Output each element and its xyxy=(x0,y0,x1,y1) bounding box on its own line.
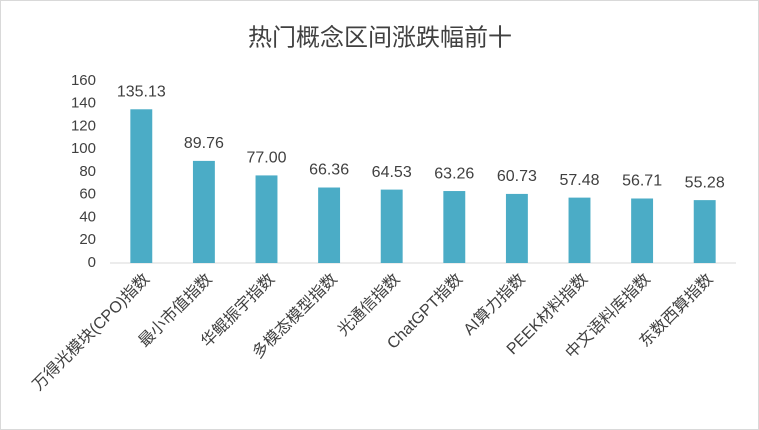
bar xyxy=(380,189,403,263)
bar xyxy=(568,197,591,263)
y-tick-label: 160 xyxy=(71,72,96,89)
y-tick-label: 120 xyxy=(71,117,96,134)
value-label: 66.36 xyxy=(309,162,349,179)
chart-title: 热门概念区间涨跌幅前十 xyxy=(248,24,512,52)
y-tick-label: 140 xyxy=(71,95,96,112)
value-label: 60.73 xyxy=(497,168,537,185)
bar xyxy=(130,109,153,263)
y-tick-label: 100 xyxy=(71,140,96,157)
value-label: 55.28 xyxy=(685,174,725,191)
value-label: 89.76 xyxy=(184,135,224,152)
value-label: 57.48 xyxy=(559,172,599,189)
bar xyxy=(631,198,654,263)
value-label: 135.13 xyxy=(117,84,166,101)
bar xyxy=(505,193,528,263)
bar xyxy=(443,191,466,263)
y-tick-label: 0 xyxy=(88,254,96,271)
bar xyxy=(255,175,278,263)
value-label: 63.26 xyxy=(434,165,474,182)
value-label: 64.53 xyxy=(372,164,412,181)
y-tick-label: 40 xyxy=(79,208,96,225)
bar xyxy=(693,200,716,263)
bar xyxy=(192,160,215,263)
y-tick-label: 20 xyxy=(79,231,96,248)
y-tick-label: 80 xyxy=(79,163,96,180)
value-label: 56.71 xyxy=(622,173,662,190)
y-tick-label: 60 xyxy=(79,186,96,203)
value-label: 77.00 xyxy=(246,150,286,167)
bar xyxy=(318,187,341,263)
